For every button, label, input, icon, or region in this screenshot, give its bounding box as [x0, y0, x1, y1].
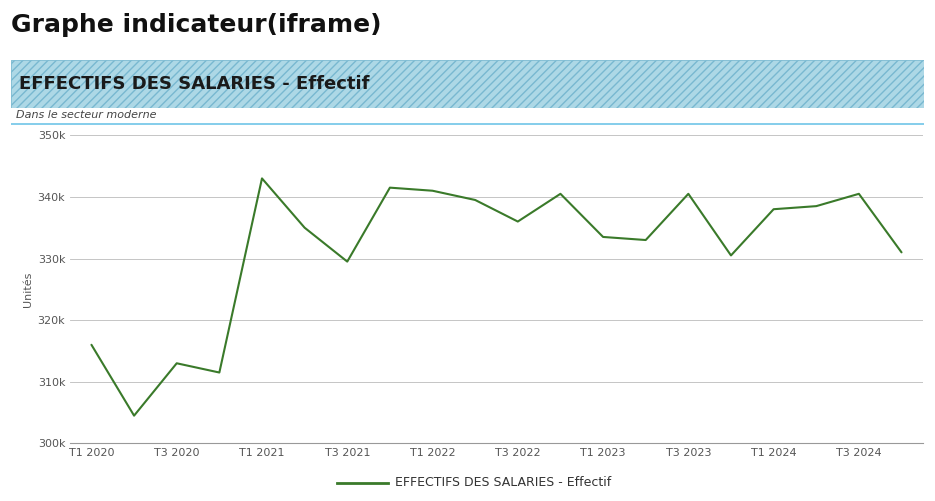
Y-axis label: Unités: Unités: [23, 272, 34, 307]
Text: Dans le secteur moderne: Dans le secteur moderne: [16, 110, 156, 120]
Text: EFFECTIFS DES SALARIES - Effectif: EFFECTIFS DES SALARIES - Effectif: [19, 75, 369, 93]
Text: Graphe indicateur(iframe): Graphe indicateur(iframe): [11, 13, 381, 37]
Text: EFFECTIFS DES SALARIES - Effectif: EFFECTIFS DES SALARIES - Effectif: [395, 476, 611, 489]
